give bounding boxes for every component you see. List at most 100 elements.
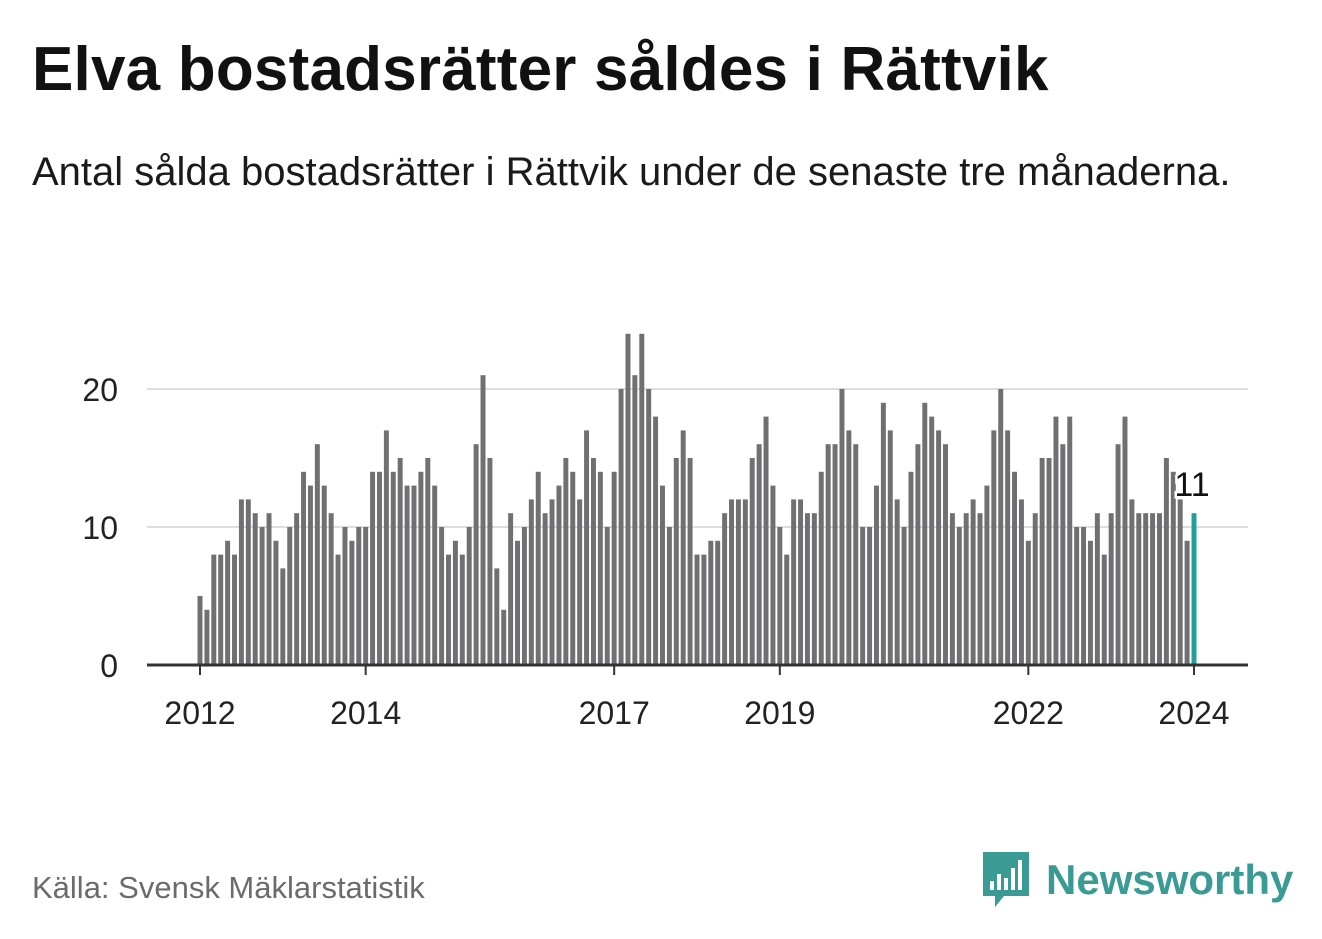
bar: [1170, 471, 1176, 665]
bar: [342, 527, 348, 665]
bar: [1136, 513, 1142, 665]
bar: [1094, 513, 1100, 665]
bar: [390, 471, 396, 665]
bar: [846, 430, 852, 665]
bar: [943, 444, 948, 665]
bar: [1081, 527, 1087, 665]
x-tick-label: 2012: [164, 695, 235, 731]
bar: [1053, 416, 1059, 665]
bar: [832, 444, 838, 665]
bar: [777, 527, 783, 665]
bar: [570, 471, 576, 665]
y-tick-label: 10: [82, 510, 118, 546]
bar: [597, 471, 603, 665]
bar: [363, 527, 369, 665]
bar: [1012, 471, 1018, 665]
bar: [694, 554, 700, 665]
x-tick-label: 2022: [993, 695, 1064, 731]
bar: [894, 499, 900, 665]
bar: [356, 527, 362, 665]
bar: [1129, 499, 1135, 665]
bar: [936, 430, 942, 665]
bar: [225, 540, 231, 665]
y-tick-label: 0: [100, 648, 118, 684]
bar: [425, 458, 431, 665]
bar: [584, 430, 590, 665]
bar: [998, 389, 1004, 665]
bar: [742, 499, 748, 665]
bar: [749, 458, 755, 665]
axes: [147, 663, 1248, 675]
bar: [321, 485, 327, 665]
bar: [238, 499, 244, 665]
bar: [383, 430, 389, 665]
bar: [1163, 458, 1169, 665]
bar: [1067, 416, 1073, 665]
bar: [515, 540, 521, 665]
bar: [715, 540, 721, 665]
bar: [549, 499, 555, 665]
bar: [956, 527, 962, 665]
bar: [860, 527, 866, 665]
bar: [218, 554, 224, 665]
bar: [867, 527, 873, 665]
bar: [432, 485, 438, 665]
bar: [535, 471, 541, 665]
bar: [1157, 513, 1162, 665]
source-note: Källa: Svensk Mäklarstatistik: [32, 870, 425, 905]
bar: [922, 402, 928, 665]
bar: [722, 513, 728, 665]
bar: [473, 444, 479, 665]
bar: [1087, 540, 1093, 665]
bar: [501, 609, 507, 665]
bar: [335, 554, 341, 665]
bar: [1122, 416, 1128, 665]
bar: [404, 485, 410, 665]
bar: [232, 554, 237, 665]
x-tick-label: 2019: [744, 695, 815, 731]
brand-logo[interactable]: Newsworthy: [980, 850, 1293, 910]
chart-subtitle: Antal sålda bostadsrätter i Rättvik unde…: [32, 150, 1231, 194]
bar: [252, 513, 258, 665]
bar: [611, 471, 617, 665]
bar: [494, 568, 500, 665]
bar: [245, 499, 251, 665]
bar: [991, 430, 997, 665]
bar: [784, 554, 790, 665]
bar: [1032, 513, 1038, 665]
highlight-value-label: 11: [1174, 466, 1209, 504]
bar: [1184, 540, 1190, 665]
bar: [1046, 458, 1052, 665]
bar: [287, 527, 293, 665]
bar: [811, 513, 817, 665]
bar: [970, 499, 976, 665]
bar: [984, 485, 990, 665]
bar: [1039, 458, 1045, 665]
bar: [673, 458, 679, 665]
bar: [411, 485, 417, 665]
bar: [273, 540, 279, 665]
bar: [798, 499, 804, 665]
bar: [459, 554, 465, 665]
bar: [370, 471, 376, 665]
bar: [1018, 499, 1024, 665]
chart-title: Elva bostadsrätter såldes i Rättvik: [32, 35, 1049, 104]
bar: [804, 513, 810, 665]
bar: [632, 375, 638, 665]
bar: [908, 471, 914, 665]
bar: [660, 485, 665, 665]
bar: [1177, 499, 1183, 665]
bar: [791, 499, 797, 665]
bar: [1150, 513, 1156, 665]
bar: [825, 444, 831, 665]
bar: [653, 416, 659, 665]
bar: [839, 389, 845, 665]
bar-chart: 0 10 20 2012 2014 2017 2019 2022 2024 11: [82, 333, 1248, 731]
bar: [266, 513, 272, 665]
bar: [301, 471, 307, 665]
y-tick-label: 20: [82, 372, 118, 408]
bar: [763, 416, 769, 665]
bar: [915, 444, 921, 665]
bar: [528, 499, 534, 665]
bar: [259, 527, 265, 665]
